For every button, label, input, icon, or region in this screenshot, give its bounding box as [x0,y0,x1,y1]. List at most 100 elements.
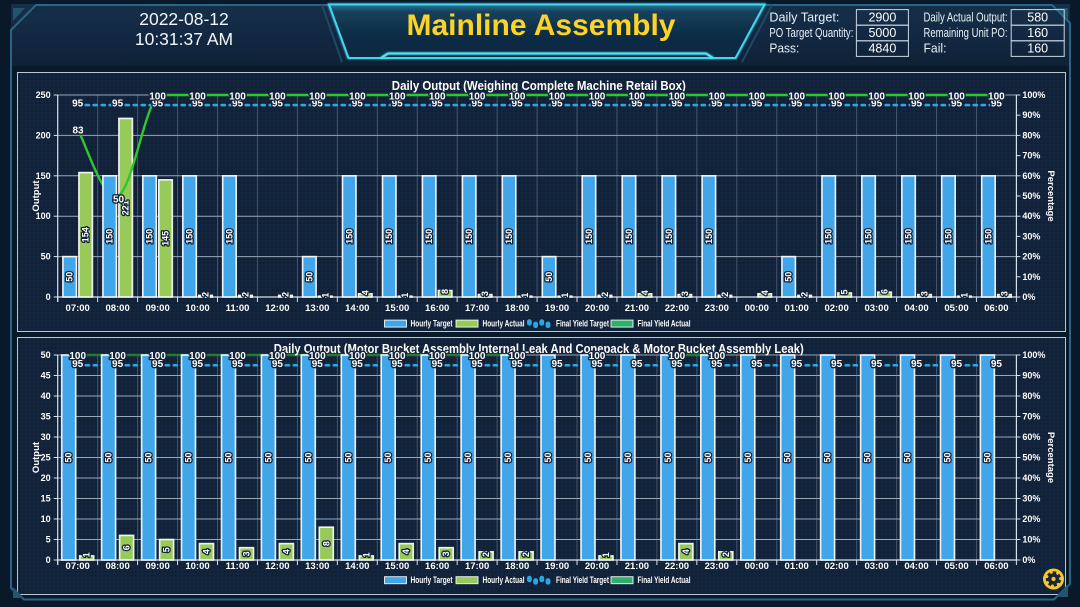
svg-text:95: 95 [272,98,284,109]
svg-text:21:00: 21:00 [625,303,649,314]
svg-text:95: 95 [871,98,883,109]
svg-text:150: 150 [36,171,51,181]
svg-text:05:00: 05:00 [944,303,968,314]
svg-text:95: 95 [352,359,364,370]
svg-text:25: 25 [41,453,51,463]
svg-text:19:00: 19:00 [545,303,569,314]
svg-text:0%: 0% [1022,292,1035,302]
svg-text:50: 50 [104,452,114,462]
svg-text:01:00: 01:00 [785,303,809,314]
svg-text:30%: 30% [1022,231,1040,241]
svg-text:18:00: 18:00 [505,303,529,314]
svg-text:3: 3 [480,291,490,296]
svg-text:16:00: 16:00 [425,303,449,314]
svg-text:2: 2 [241,292,251,297]
svg-text:21:00: 21:00 [625,561,649,572]
svg-text:Hourly Actual: Hourly Actual [483,319,525,329]
svg-text:50: 50 [113,195,125,206]
svg-text:1: 1 [601,552,611,557]
svg-text:150: 150 [824,229,834,244]
svg-text:2: 2 [521,552,531,557]
svg-text:1: 1 [400,293,410,298]
svg-text:70%: 70% [1022,412,1040,422]
svg-text:10%: 10% [1022,535,1040,545]
svg-text:04:00: 04:00 [904,303,928,314]
svg-text:200: 200 [36,130,51,140]
svg-text:100: 100 [908,92,925,103]
svg-text:03:00: 03:00 [864,561,888,572]
svg-text:60%: 60% [1022,432,1040,442]
svg-text:100: 100 [708,351,725,362]
svg-text:06:00: 06:00 [984,561,1008,572]
svg-text:150: 150 [624,229,634,244]
svg-text:80%: 80% [1022,391,1040,401]
svg-text:100: 100 [309,351,326,362]
svg-text:01:00: 01:00 [785,561,809,572]
svg-text:95: 95 [991,359,1003,370]
svg-text:50: 50 [863,452,873,462]
svg-text:95: 95 [352,98,364,109]
svg-text:100: 100 [868,92,885,103]
svg-text:4: 4 [281,549,291,554]
svg-text:150: 150 [584,229,594,244]
svg-text:95: 95 [112,359,124,370]
svg-text:15:00: 15:00 [385,303,409,314]
svg-text:145: 145 [161,231,171,246]
svg-text:3: 3 [242,551,252,556]
svg-text:50%: 50% [1022,191,1040,201]
svg-text:100%: 100% [1022,90,1045,100]
svg-text:50: 50 [224,452,234,462]
svg-text:00:00: 00:00 [745,303,769,314]
svg-text:100: 100 [229,351,246,362]
svg-text:12:00: 12:00 [265,561,289,572]
svg-text:4: 4 [360,290,370,295]
svg-text:50: 50 [784,272,794,282]
svg-text:150: 150 [983,229,993,244]
svg-text:100: 100 [269,92,286,103]
svg-text:50: 50 [144,452,154,462]
svg-text:150: 150 [904,229,914,244]
svg-text:Percentage: Percentage [1045,170,1056,221]
svg-text:19:00: 19:00 [545,561,569,572]
svg-text:95: 95 [432,359,444,370]
svg-text:3: 3 [920,291,930,296]
svg-text:100: 100 [429,92,446,103]
svg-text:160: 160 [1027,42,1048,56]
svg-text:100: 100 [189,92,206,103]
svg-text:2900: 2900 [868,10,896,24]
svg-text:95: 95 [512,359,524,370]
svg-text:Hourly Actual: Hourly Actual [483,575,525,585]
svg-text:4: 4 [202,549,212,554]
svg-text:60%: 60% [1022,171,1040,181]
svg-text:6: 6 [122,545,132,550]
svg-text:1: 1 [320,293,330,298]
svg-text:95: 95 [671,98,683,109]
svg-text:20%: 20% [1022,514,1040,524]
svg-text:17:00: 17:00 [465,303,489,314]
svg-text:Daily Output (Motor Bucket Ass: Daily Output (Motor Bucket Assembly Inte… [274,341,804,356]
svg-text:50: 50 [65,272,75,282]
svg-text:95: 95 [551,98,563,109]
svg-text:5: 5 [840,289,850,294]
svg-text:150: 150 [424,229,434,244]
svg-text:100: 100 [509,351,526,362]
svg-text:Daily Actual Output:: Daily Actual Output: [924,10,1008,24]
svg-text:95: 95 [551,359,563,370]
svg-text:40: 40 [41,391,51,401]
svg-text:150: 150 [344,229,354,244]
svg-text:95: 95 [631,98,643,109]
svg-text:Daily Target:: Daily Target: [769,10,839,24]
svg-text:Final Yield Target: Final Yield Target [556,319,609,329]
svg-text:100%: 100% [1022,350,1045,360]
svg-text:23:00: 23:00 [705,303,729,314]
svg-text:Percentage: Percentage [1045,432,1056,483]
svg-text:5000: 5000 [868,26,896,40]
svg-text:100: 100 [469,351,486,362]
svg-text:50: 50 [383,452,393,462]
svg-text:150: 150 [105,229,115,244]
svg-text:95: 95 [991,98,1003,109]
svg-text:50: 50 [343,452,353,462]
svg-text:15:00: 15:00 [385,561,409,572]
svg-text:100: 100 [429,351,446,362]
svg-text:50: 50 [823,452,833,462]
